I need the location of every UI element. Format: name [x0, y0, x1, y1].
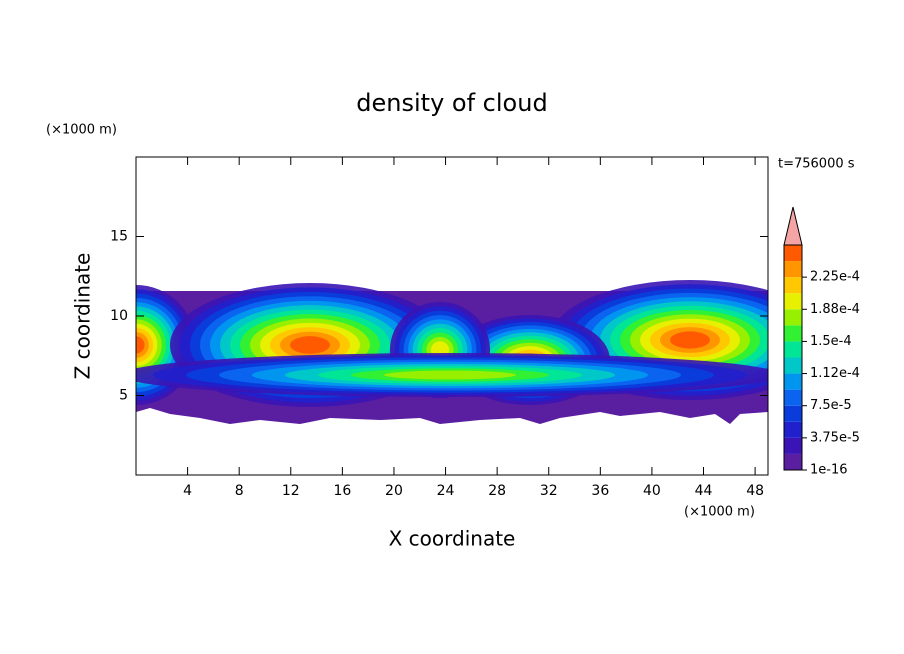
- colorbar-band: [784, 245, 802, 262]
- contour-band: [290, 336, 330, 354]
- colorbar-tick-label: 1.5e-4: [810, 334, 852, 349]
- contour-band: [136, 336, 145, 354]
- x-tick-label: 44: [695, 483, 713, 499]
- contour-band: [670, 331, 710, 349]
- x-axis-title: X coordinate: [389, 527, 516, 551]
- colorbar-band: [784, 405, 802, 422]
- x-unit: (×1000 m): [684, 505, 755, 520]
- contour-field: [136, 280, 768, 424]
- x-tick-label: 24: [437, 483, 455, 499]
- y-unit: (×1000 m): [46, 123, 117, 138]
- x-tick-label: 32: [540, 483, 558, 499]
- colorbar-tick-label: 3.75e-5: [810, 430, 860, 445]
- colorbar-tick-label: 7.5e-5: [810, 398, 852, 413]
- colorbar-band: [784, 373, 802, 390]
- x-tick-label: 12: [282, 483, 300, 499]
- colorbar-band: [784, 277, 802, 294]
- y-tick-label: 5: [119, 388, 128, 404]
- x-tick-label: 4: [183, 483, 192, 499]
- x-tick-label: 8: [235, 483, 244, 499]
- colorbar-band: [784, 341, 802, 358]
- y-tick-label: 15: [110, 229, 128, 245]
- colorbar-over: [783, 206, 803, 246]
- x-tick-label: 40: [643, 483, 661, 499]
- y-tick-label: 10: [110, 308, 128, 324]
- colorbar-tick-label: 1.12e-4: [810, 366, 860, 381]
- chart-title: density of cloud: [356, 89, 547, 117]
- x-tick-label: 36: [591, 483, 609, 499]
- colorbar-band: [784, 421, 802, 438]
- contour-band: [384, 370, 516, 380]
- colorbar-tick-label: 2.25e-4: [810, 270, 860, 285]
- colorbar-tick-label: 1.88e-4: [810, 302, 860, 317]
- y-axis-title: Z coordinate: [71, 253, 95, 380]
- colorbar-frame: [783, 244, 803, 471]
- colorbar-band: [784, 389, 802, 406]
- colorbar-band: [784, 437, 802, 454]
- colorbar-band: [784, 261, 802, 278]
- x-tick-label: 48: [746, 483, 764, 499]
- colorbar-band: [784, 293, 802, 310]
- colorbar-band: [784, 453, 802, 470]
- colorbar-tick-label: 1e-16: [810, 463, 848, 478]
- x-tick-label: 20: [385, 483, 403, 499]
- colorbar-band: [784, 357, 802, 374]
- x-tick-label: 28: [488, 483, 506, 499]
- annotation: t=756000 s: [778, 157, 855, 172]
- x-tick-label: 16: [333, 483, 351, 499]
- colorbar-band: [784, 325, 802, 342]
- colorbar-band: [784, 309, 802, 326]
